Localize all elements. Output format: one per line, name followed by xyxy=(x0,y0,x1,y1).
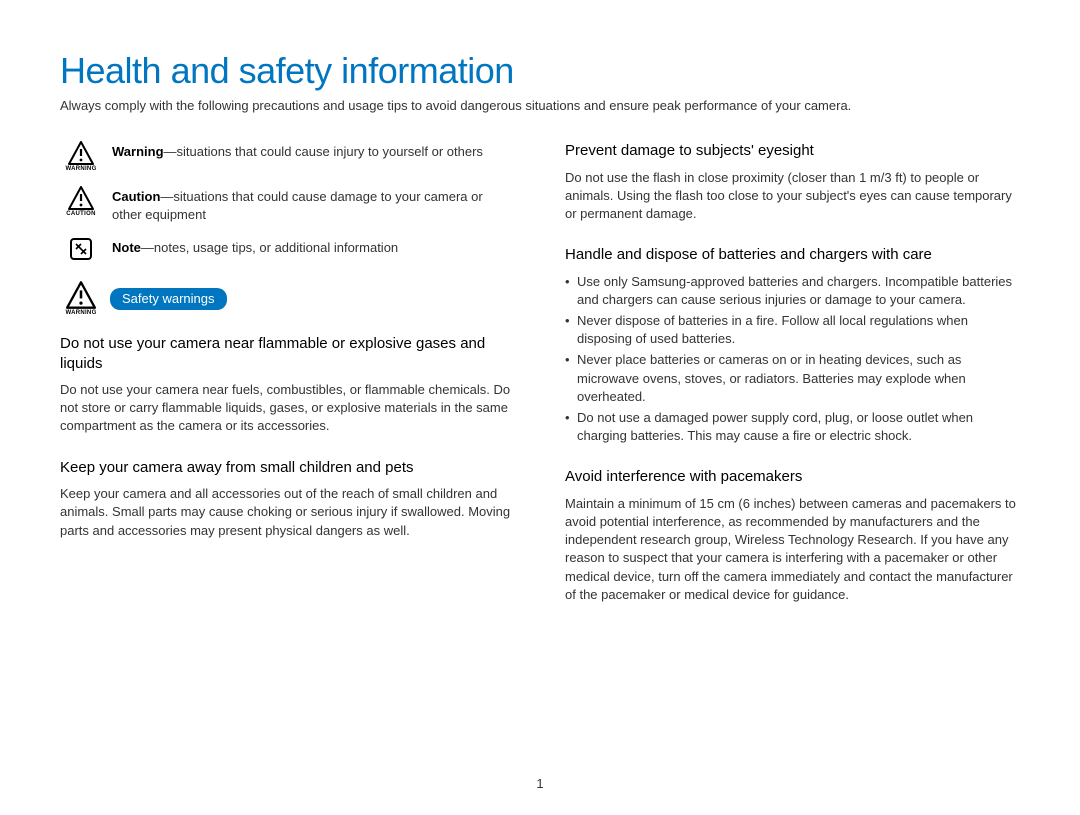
warning-triangle-icon: WARNING xyxy=(60,141,102,172)
list-item: Never place batteries or cameras on or i… xyxy=(565,351,1020,406)
subhead-children: Keep your camera away from small childre… xyxy=(60,458,515,478)
safety-warnings-badge: Safety warnings xyxy=(110,288,227,310)
warning-triangle-icon: WARNING xyxy=(60,281,102,316)
body-children: Keep your camera and all accessories out… xyxy=(60,485,515,540)
left-column: WARNING Warning—situations that could ca… xyxy=(60,141,515,626)
body-eyesight: Do not use the flash in close proximity … xyxy=(565,169,1020,224)
subhead-pacemakers: Avoid interference with pacemakers xyxy=(565,467,1020,487)
legend-caution-text: Caution—situations that could cause dama… xyxy=(112,186,515,223)
safety-warnings-header: WARNING Safety warnings xyxy=(60,281,515,316)
page-title: Health and safety information xyxy=(60,50,1020,92)
page-intro: Always comply with the following precaut… xyxy=(60,98,1020,113)
caution-icon-label: CAUTION xyxy=(66,211,95,217)
warning-icon-label: WARNING xyxy=(65,166,96,172)
two-column-layout: WARNING Warning—situations that could ca… xyxy=(60,141,1020,626)
bullets-batteries: Use only Samsung-approved batteries and … xyxy=(565,273,1020,446)
page-number: 1 xyxy=(536,776,543,791)
legend-note-text: Note—notes, usage tips, or additional in… xyxy=(112,237,398,257)
body-pacemakers: Maintain a minimum of 15 cm (6 inches) b… xyxy=(565,495,1020,604)
subhead-flammable: Do not use your camera near flammable or… xyxy=(60,334,515,373)
list-item: Use only Samsung-approved batteries and … xyxy=(565,273,1020,309)
legend-warning: WARNING Warning—situations that could ca… xyxy=(60,141,515,172)
subhead-eyesight: Prevent damage to subjects' eyesight xyxy=(565,141,1020,161)
subhead-batteries: Handle and dispose of batteries and char… xyxy=(565,245,1020,265)
list-item: Do not use a damaged power supply cord, … xyxy=(565,409,1020,445)
caution-triangle-icon: CAUTION xyxy=(60,186,102,217)
list-item: Never dispose of batteries in a fire. Fo… xyxy=(565,312,1020,348)
safety-icon-label: WARNING xyxy=(65,310,96,316)
right-column: Prevent damage to subjects' eyesight Do … xyxy=(565,141,1020,626)
note-square-icon xyxy=(60,237,102,261)
body-flammable: Do not use your camera near fuels, combu… xyxy=(60,381,515,436)
legend-warning-text: Warning—situations that could cause inju… xyxy=(112,141,483,161)
legend-caution: CAUTION Caution—situations that could ca… xyxy=(60,186,515,223)
legend-note: Note—notes, usage tips, or additional in… xyxy=(60,237,515,261)
